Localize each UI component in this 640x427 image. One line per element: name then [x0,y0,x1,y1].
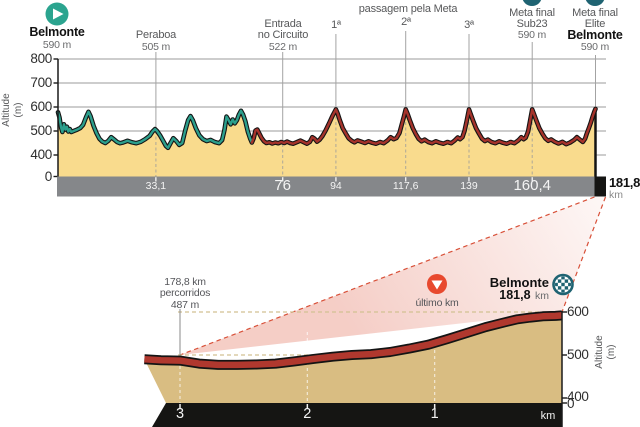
passagem-1-label: 1ª [331,19,341,31]
last-km-label: último km [415,296,459,309]
meta-elite-line1: Meta final [572,7,618,19]
start-label: Belmonte [29,25,85,39]
inset-xtick-2: 2 [303,405,312,422]
passagem-3-label: 3ª [464,19,474,31]
inset-km-bar [152,403,562,427]
entrada-label-line2: no Circuito [257,29,309,41]
checker-square [564,279,569,283]
meta-elite-town: Belmonte [567,28,623,42]
main-y-axis-title: Altitude (m) [1,93,24,127]
progress-word-label: percorridos [159,287,211,299]
main-ytick-600: 600 [30,99,52,114]
checker-square [568,282,571,287]
funnel-highlight [180,197,606,355]
passagem-2-label: 2ª [401,16,411,28]
km-bar-label-76: 76 [274,176,292,194]
checker-square [564,286,569,290]
inset-finish-distance: 181,8 km [441,289,549,302]
inset-ytick-400: 400 [567,388,589,404]
km-bar-label-117,6: 117,6 [392,179,419,192]
main-ytick-700: 700 [30,75,52,90]
inset-ytick-0: 0 [567,395,575,411]
passagem-group-label: passagem pela Meta [358,3,458,15]
progress-km-label: 178,8 km [164,276,206,288]
inset-xtick-1: 1 [430,405,439,422]
entrada-elevation: 522 m [268,41,298,53]
progress-elev-label: 487 m [170,298,200,311]
inset-ytick-500: 500 [567,347,589,362]
meta-elite-line2: Elite [584,18,606,30]
checker-square [561,289,565,293]
main-ytick-400: 400 [30,147,52,162]
start-elevation: 590 m [42,39,72,51]
meta-sub23-line2: Sub23 [516,18,548,30]
checker-square [557,286,562,290]
km-bar-label-139: 139 [460,179,478,192]
approach-line [56,109,254,150]
entrada-label-line1: Entrada [264,18,302,30]
main-elevation-chart [53,31,606,197]
peraboa-label: Peraboa [135,29,177,41]
inset-band [144,312,563,369]
funnel-left-dashed-line [179,196,595,356]
start-icon [45,2,69,26]
finish-icon-elite [585,0,605,6]
peraboa-elevation: 505 m [141,41,171,53]
inset-xtick-3: 3 [175,405,185,422]
checker-square [561,282,565,287]
checker-square [555,282,558,287]
inset-finish-distance-unit: km [535,290,549,302]
meta-elite-elevation: 590 m [580,41,610,53]
inset-finish-town: Belmonte [489,275,549,290]
inset-finish-distance-value: 181,8 [499,288,531,302]
checker-square [557,279,562,283]
checker-square [561,276,565,280]
km-bar-label-160,4: 160,4 [513,176,551,194]
circuit-line [250,107,597,146]
km-bar [57,176,595,197]
main-ytick-0: 0 [44,168,53,184]
inset-x-unit: km [540,410,556,422]
finish-icon-sub23 [522,0,542,6]
total-distance-value: 181,8 [609,175,640,190]
km-bar-label-94: 94 [330,179,342,192]
finish-end-box [594,176,606,197]
km-bar-label-33,1: 33,1 [145,179,167,192]
main-ytick-800: 800 [30,51,52,66]
total-distance-unit: km [609,189,623,201]
finish-checkered-icon [552,273,574,296]
inset-ytick-600: 600 [567,304,589,319]
last-km-icon [427,274,447,294]
meta-sub23-line1: Meta final [509,7,555,19]
elevation-fill [58,108,596,177]
main-ytick-500: 500 [30,123,52,138]
meta-sub23-elevation: 590 m [517,29,547,41]
funnel-right-dashed-line [561,196,607,313]
